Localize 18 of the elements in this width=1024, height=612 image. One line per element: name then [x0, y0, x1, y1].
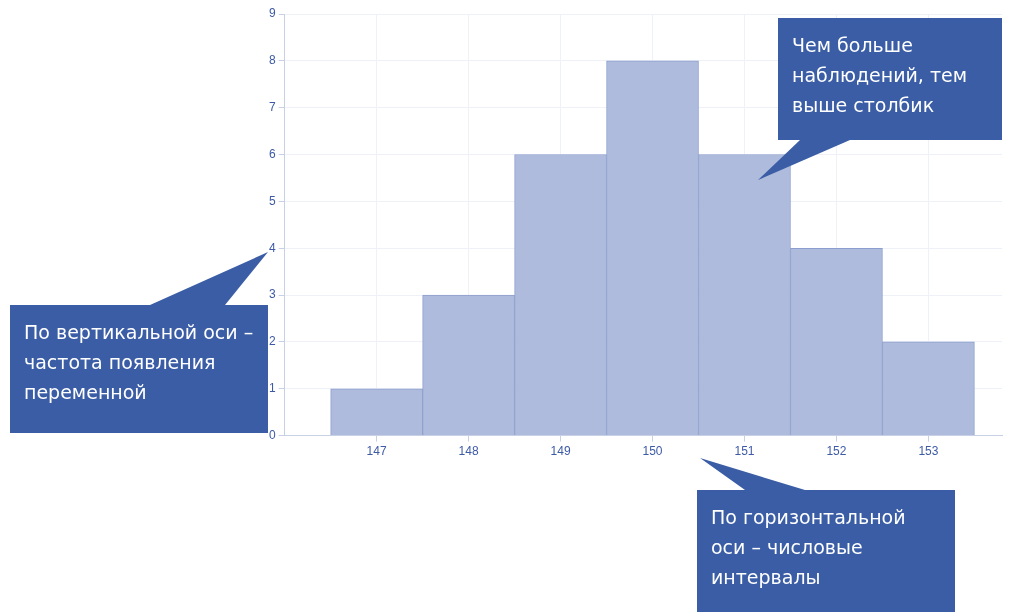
y-tick-label: 8: [268, 53, 276, 68]
y-tick-label: 1: [268, 381, 276, 396]
y-tick-label: 4: [268, 240, 276, 255]
x-tick-label: 147: [366, 444, 387, 459]
x-tick-label: 153: [918, 444, 939, 459]
y-tick-label: 0: [268, 427, 276, 442]
x-tick-label: 148: [458, 444, 479, 459]
annotation: Чем больше наблюдений, тем выше столбик: [778, 18, 1002, 140]
y-tick-label: 7: [268, 100, 276, 114]
y-tick-label: 3: [268, 287, 276, 302]
x-tick-label: 151: [734, 444, 755, 459]
x-tick-label: 150: [642, 444, 663, 459]
x-tick-label: 152: [826, 444, 847, 459]
y-tick-label: 9: [268, 6, 276, 21]
y-tick-label: 5: [268, 193, 276, 208]
y-tick-label: 6: [268, 146, 276, 161]
y-tick-label: 2: [268, 334, 276, 349]
x-tick-label: 149: [550, 444, 571, 459]
